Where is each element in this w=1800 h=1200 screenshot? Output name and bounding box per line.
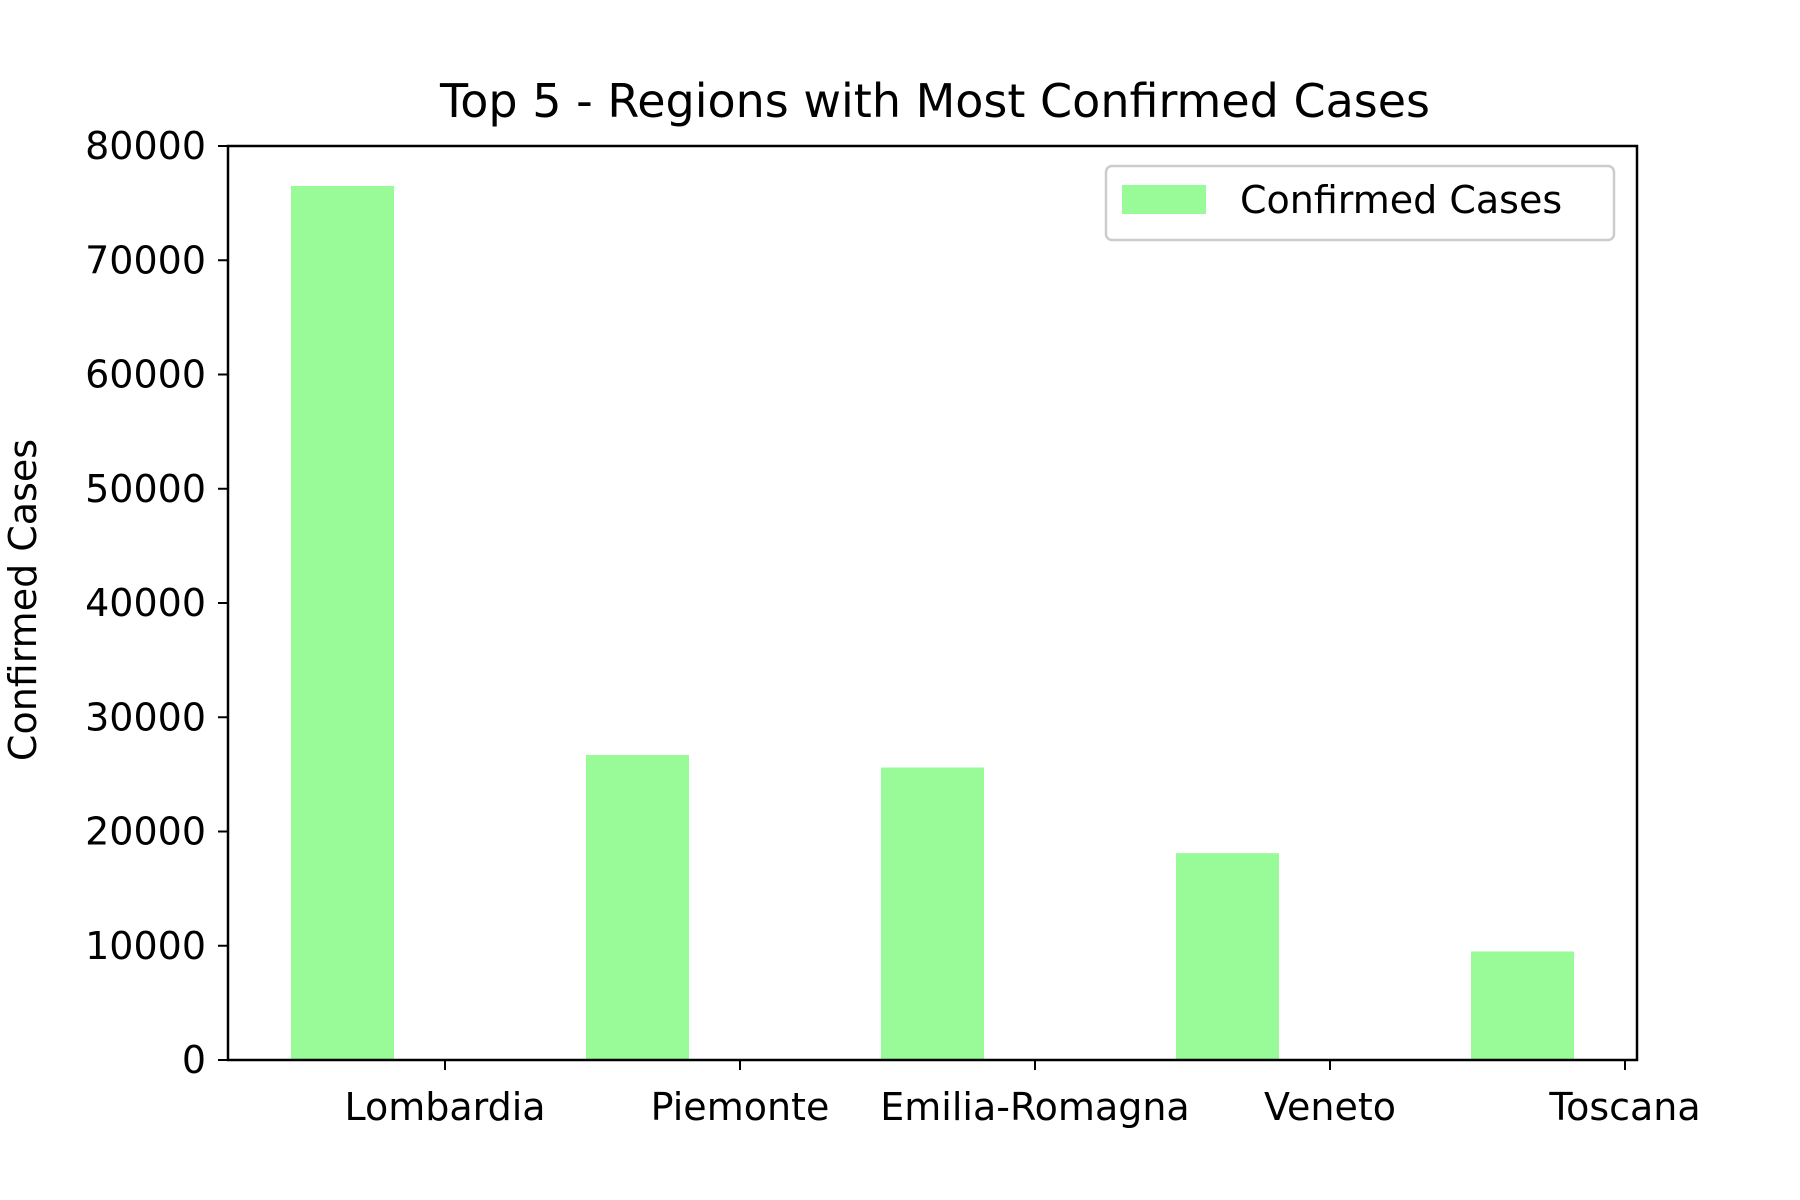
x-tick-label: Emilia-Romagna <box>880 1085 1189 1129</box>
y-tick-label: 70000 <box>85 238 206 282</box>
x-tick-label: Piemonte <box>651 1085 830 1129</box>
legend-label: Confirmed Cases <box>1240 178 1562 222</box>
bar-lombardia <box>291 185 394 1061</box>
bar-emilia-romagna <box>881 767 984 1060</box>
bar-piemonte <box>586 754 689 1060</box>
legend-box <box>1104 164 1616 242</box>
y-tick-label: 20000 <box>85 810 206 854</box>
legend-swatch <box>1122 185 1206 214</box>
x-tick-label: Toscana <box>1548 1085 1700 1129</box>
y-axis-label: Confirmed Cases <box>1 439 45 761</box>
plot-frame <box>226 144 1639 1062</box>
legend: Confirmed Cases <box>1104 164 1616 242</box>
y-tick-label: 80000 <box>85 124 206 168</box>
chart-title: Top 5 - Regions with Most Confirmed Case… <box>439 74 1430 128</box>
y-tick-label: 60000 <box>85 353 206 397</box>
y-tick-label: 30000 <box>85 695 206 739</box>
bar-toscana <box>1471 951 1574 1060</box>
x-axis-ticks: Lombardia Piemonte Emilia-Romagna Veneto Tos… <box>344 1060 1701 1129</box>
x-tick-label: Lombardia <box>344 1085 545 1129</box>
y-tick-label: 50000 <box>85 467 206 511</box>
y-tick-label: 40000 <box>85 581 206 625</box>
bar-veneto <box>1176 853 1279 1060</box>
y-tick-label: 10000 <box>85 924 206 968</box>
bars-group <box>291 185 1574 1061</box>
y-axis-ticks: 0 10000 20000 30000 40000 50000 60000 70000 8000… <box>85 124 228 1082</box>
x-tick-label: Veneto <box>1264 1085 1396 1129</box>
y-tick-label: 0 <box>182 1038 206 1082</box>
